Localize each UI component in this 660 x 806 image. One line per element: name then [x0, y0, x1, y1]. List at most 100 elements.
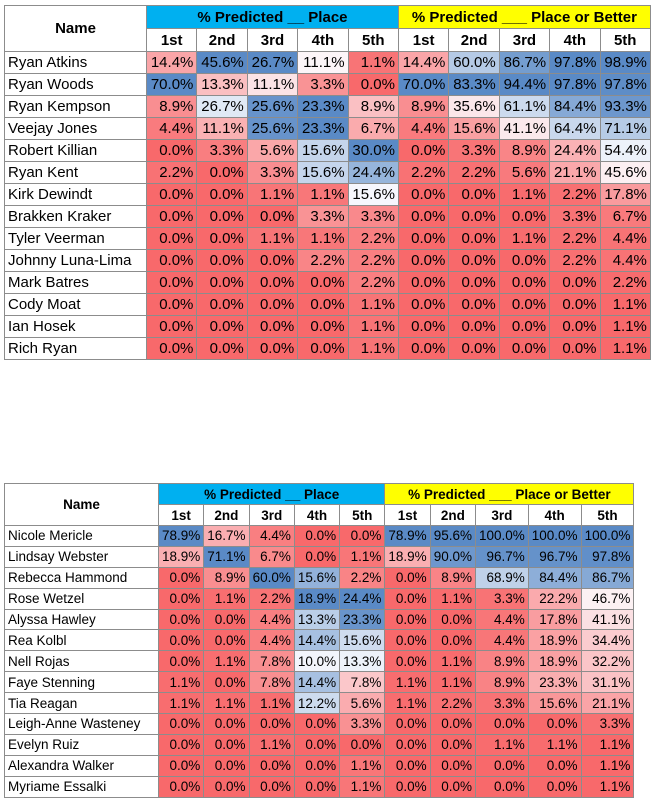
percentage-cell: 4.4% — [248, 608, 295, 631]
percentage-cell: 83.3% — [448, 73, 500, 96]
percentage-cell: 0.0% — [527, 775, 582, 798]
percentage-cell: 4.4% — [599, 249, 651, 272]
percentage-cell: 0.0% — [549, 271, 601, 294]
percentage-cell: 1.1% — [474, 733, 529, 756]
table-body-2: Name% Predicted __ Place% Predicted ___ … — [4, 483, 635, 798]
percentage-cell: 0.0% — [498, 315, 551, 338]
percentage-cell: 84.4% — [527, 566, 582, 589]
percentage-cell: 1.1% — [347, 315, 399, 338]
name-column-header: Name — [4, 483, 159, 526]
percentage-cell: 0.0% — [248, 713, 295, 735]
table-row: Rebecca Hammond 0.0% 8.9% 60.0% 15.6% 2.2% 0.0… — [4, 566, 635, 589]
percentage-cell: 8.9% — [397, 95, 450, 118]
percentage-cell: 3.3% — [196, 139, 248, 162]
percentage-cell: 46.7% — [580, 587, 635, 610]
position-header: 5th — [339, 504, 386, 526]
position-header: 2nd — [196, 28, 248, 52]
percentage-cell: 0.0% — [196, 161, 248, 184]
percentage-cell: 0.0% — [498, 293, 551, 316]
percentage-cell: 0.0% — [293, 754, 341, 777]
table-row: Ryan Kent 2.2% 0.0% 3.3% 15.6% 24.4% 2.2% 2.2% 5… — [4, 161, 651, 184]
percentage-cell: 2.2% — [397, 161, 450, 184]
percentage-cell: 0.0% — [196, 183, 248, 206]
percentage-cell: 1.1% — [580, 775, 635, 798]
athlete-name: Rose Wetzel — [4, 587, 159, 610]
athlete-name: Nicole Mericle — [4, 525, 159, 547]
group-header-place-or-better: % Predicted ___ Place or Better — [384, 483, 635, 505]
percentage-cell: 0.0% — [145, 315, 198, 338]
percentage-cell: 1.1% — [384, 692, 431, 715]
percentage-cell: 16.7% — [203, 525, 250, 547]
percentage-cell: 0.0% — [347, 73, 399, 96]
percentage-cell: 15.6% — [448, 117, 500, 140]
table-row: Mark Batres 0.0% 0.0% 0.0% 0.0% 2.2% 0.0% 0.0% 0… — [4, 271, 651, 294]
athlete-name: Kirk Dewindt — [4, 183, 147, 206]
percentage-cell: 0.0% — [196, 271, 248, 294]
position-header: 4th — [549, 28, 601, 52]
percentage-cell: 8.9% — [498, 139, 551, 162]
percentage-cell: 2.2% — [549, 249, 601, 272]
name-column-header: Name — [4, 5, 147, 52]
percentage-cell: 1.1% — [203, 692, 250, 715]
table-row: Evelyn Ruiz 0.0% 0.0% 1.1% 0.0% 0.0% 0.0% 0.0% 1… — [4, 733, 635, 756]
percentage-cell: 15.6% — [347, 183, 399, 206]
percentage-cell: 0.0% — [297, 271, 349, 294]
percentage-cell: 15.6% — [297, 161, 349, 184]
percentage-cell: 0.0% — [397, 315, 450, 338]
percentage-cell: 2.2% — [549, 183, 601, 206]
percentage-cell: 0.0% — [196, 337, 248, 360]
percentage-cell: 0.0% — [384, 587, 431, 610]
percentage-cell: 0.0% — [429, 754, 476, 777]
position-header: 3rd — [246, 28, 299, 52]
percentage-cell: 15.6% — [297, 139, 349, 162]
percentage-cell: 3.3% — [448, 139, 500, 162]
percentage-cell: 1.1% — [248, 733, 295, 756]
percentage-cell: 0.0% — [293, 545, 341, 568]
percentage-cell: 0.0% — [297, 337, 349, 360]
percentage-cell: 0.0% — [339, 525, 386, 547]
percentage-cell: 0.0% — [248, 754, 295, 777]
athlete-name: Leigh-Anne Wasteney — [4, 713, 159, 735]
position-header: 1st — [397, 28, 450, 52]
position-header: 1st — [384, 504, 431, 526]
position-header: 4th — [527, 504, 582, 526]
percentage-cell: 23.3% — [527, 671, 582, 694]
percentage-cell: 0.0% — [429, 629, 476, 652]
percentage-cell: 17.8% — [599, 183, 651, 206]
percentage-cell: 1.1% — [347, 293, 399, 316]
percentage-cell: 0.0% — [498, 205, 551, 228]
percentage-cell: 0.0% — [474, 713, 529, 735]
header-row-positions: 1st 2nd 3rd 4th 5th 1st 2nd 3rd 4th 5th — [5, 28, 651, 52]
percentage-cell: 0.0% — [397, 205, 450, 228]
percentage-cell: 14.4% — [397, 51, 450, 74]
percentage-cell: 61.1% — [498, 95, 551, 118]
athlete-name: Cody Moat — [4, 293, 147, 316]
percentage-cell: 18.9% — [293, 587, 341, 610]
percentage-cell: 8.9% — [347, 95, 399, 118]
table-row: Rose Wetzel 0.0% 1.1% 2.2% 18.9% 24.4% 0.0% 1.1… — [4, 587, 635, 610]
percentage-cell: 13.3% — [293, 608, 341, 631]
percentage-cell: 2.2% — [429, 692, 476, 715]
percentage-cell: 0.0% — [246, 249, 299, 272]
percentage-cell: 0.0% — [145, 271, 198, 294]
table-row: Tyler Veerman 0.0% 0.0% 1.1% 1.1% 2.2% 0.0% 0.0… — [4, 227, 651, 250]
header-row-positions: 1st 2nd 3rd 4th 5th 1st 2nd 3rd 4th 5th — [5, 504, 635, 526]
table-row: Rea Kolbl 0.0% 0.0% 4.4% 14.4% 15.6% 0.0% 0.0% 4… — [4, 629, 635, 652]
percentage-cell: 3.3% — [549, 205, 601, 228]
percentage-cell: 0.0% — [384, 629, 431, 652]
percentage-cell: 7.8% — [339, 671, 386, 694]
header-row-groups: Name% Predicted __ Place% Predicted ___ … — [4, 5, 651, 52]
table-row: Robert Killian 0.0% 3.3% 5.6% 15.6% 30.0% 0.0%… — [4, 139, 651, 162]
results-table-2: Name% Predicted __ Place% Predicted ___ … — [4, 483, 635, 798]
athlete-name: Ryan Kempson — [4, 95, 147, 118]
header-row-groups: Name% Predicted __ Place% Predicted ___ … — [4, 483, 635, 526]
percentage-cell: 0.0% — [203, 733, 250, 756]
percentage-cell: 2.2% — [248, 587, 295, 610]
percentage-cell: 0.0% — [384, 754, 431, 777]
percentage-cell: 1.1% — [347, 337, 399, 360]
percentage-cell: 97.8% — [549, 73, 601, 96]
percentage-cell: 0.0% — [549, 315, 601, 338]
percentage-cell: 11.1% — [246, 73, 299, 96]
percentage-cell: 1.1% — [339, 775, 386, 798]
position-header: 4th — [293, 504, 341, 526]
